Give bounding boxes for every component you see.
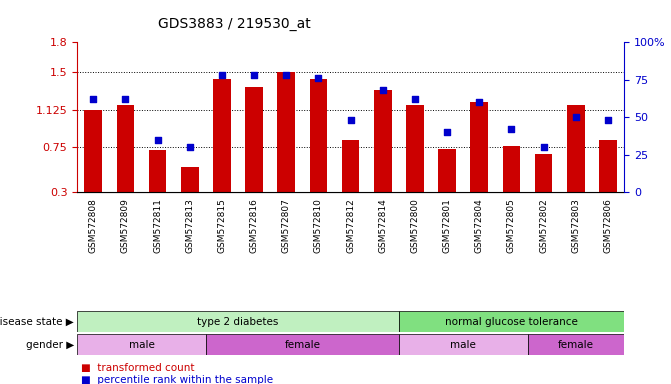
Bar — [438, 149, 456, 192]
Bar — [277, 72, 295, 192]
Text: GSM572814: GSM572814 — [378, 198, 387, 253]
Text: male: male — [450, 339, 476, 350]
Bar — [535, 154, 552, 192]
Text: ■  transformed count: ■ transformed count — [81, 363, 194, 373]
Bar — [527, 334, 624, 355]
Text: GSM572802: GSM572802 — [539, 198, 548, 253]
Bar — [149, 150, 166, 192]
Point — [152, 137, 163, 143]
Text: GSM572815: GSM572815 — [217, 198, 226, 253]
Text: GSM572816: GSM572816 — [250, 198, 258, 253]
Point — [409, 96, 420, 102]
Text: GSM572801: GSM572801 — [443, 198, 452, 253]
Point — [442, 129, 452, 135]
Bar — [181, 167, 199, 192]
Point — [249, 72, 260, 78]
Text: ■  percentile rank within the sample: ■ percentile rank within the sample — [81, 375, 272, 384]
Bar — [599, 140, 617, 192]
Bar — [374, 90, 392, 192]
Bar — [399, 334, 527, 355]
Bar — [406, 105, 424, 192]
Text: GSM572805: GSM572805 — [507, 198, 516, 253]
Point — [474, 99, 484, 105]
Text: GDS3883 / 219530_at: GDS3883 / 219530_at — [158, 17, 311, 31]
Point — [377, 87, 388, 93]
Bar — [117, 105, 134, 192]
Text: female: female — [558, 339, 594, 350]
Point — [570, 114, 581, 120]
Text: GSM572809: GSM572809 — [121, 198, 130, 253]
Point — [185, 144, 195, 150]
Text: GSM572800: GSM572800 — [411, 198, 419, 253]
Text: gender ▶: gender ▶ — [25, 339, 74, 350]
Point — [217, 72, 227, 78]
Bar — [399, 311, 624, 332]
Text: type 2 diabetes: type 2 diabetes — [197, 316, 278, 327]
Bar — [503, 146, 520, 192]
Point — [120, 96, 131, 102]
Text: normal glucose tolerance: normal glucose tolerance — [445, 316, 578, 327]
Text: male: male — [129, 339, 154, 350]
Point — [313, 75, 324, 81]
Text: GSM572812: GSM572812 — [346, 198, 355, 253]
Text: disease state ▶: disease state ▶ — [0, 316, 74, 327]
Text: female: female — [285, 339, 320, 350]
Bar — [567, 105, 584, 192]
Text: GSM572806: GSM572806 — [603, 198, 613, 253]
Bar — [85, 110, 102, 192]
Point — [506, 126, 517, 132]
Text: GSM572804: GSM572804 — [475, 198, 484, 253]
Bar — [470, 102, 488, 192]
Bar — [77, 311, 399, 332]
Bar — [342, 140, 360, 192]
Bar — [206, 334, 399, 355]
Text: GSM572803: GSM572803 — [571, 198, 580, 253]
Text: GSM572811: GSM572811 — [153, 198, 162, 253]
Point — [346, 117, 356, 123]
Bar — [213, 79, 231, 192]
Point — [88, 96, 99, 102]
Point — [281, 72, 292, 78]
Text: GSM572808: GSM572808 — [89, 198, 98, 253]
Text: GSM572810: GSM572810 — [314, 198, 323, 253]
Bar — [309, 79, 327, 192]
Point — [603, 117, 613, 123]
Bar — [77, 334, 206, 355]
Text: GSM572807: GSM572807 — [282, 198, 291, 253]
Bar — [245, 87, 263, 192]
Point — [538, 144, 549, 150]
Text: GSM572813: GSM572813 — [185, 198, 195, 253]
